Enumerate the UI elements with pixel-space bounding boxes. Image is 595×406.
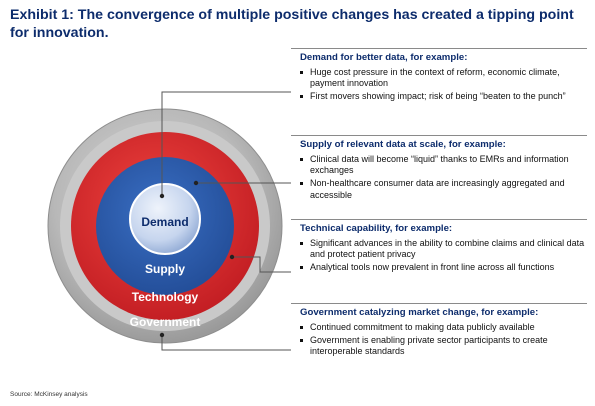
bullet-icon	[300, 182, 303, 186]
list-item: Analytical tools now prevalent in front …	[300, 262, 587, 273]
panel-government: Government catalyzing market change, for…	[291, 303, 587, 360]
connector-dots	[159, 180, 235, 338]
source-note: Source: McKinsey analysis	[10, 391, 88, 398]
bullet-text: First movers showing impact; risk of bei…	[310, 91, 566, 102]
bullet-text: Significant advances in the ability to c…	[310, 238, 585, 260]
demand-core	[129, 183, 201, 255]
bullet-icon	[300, 95, 303, 99]
list-item: Significant advances in the ability to c…	[300, 238, 587, 260]
panel-supply-heading: Supply of relevant data at scale, for ex…	[300, 139, 506, 150]
bullet-icon	[300, 266, 303, 270]
bullet-text: Clinical data will become “liquid” thank…	[310, 154, 569, 176]
dot-demand	[159, 193, 165, 199]
panel-government-heading: Government catalyzing market change, for…	[300, 307, 539, 318]
bullet-icon	[300, 326, 303, 329]
panel-demand-heading: Demand for better data, for example:	[300, 52, 468, 63]
dot-technology	[229, 254, 235, 260]
panel-technology: Technical capability, for example: Signi…	[291, 219, 587, 276]
supply-label: Supply	[145, 262, 185, 276]
connector-lines	[161, 91, 291, 351]
bullet-text: Non-healthcare consumer data are increas…	[310, 178, 565, 200]
connector-technology	[232, 256, 291, 273]
technology-label: Technology	[132, 290, 199, 304]
bullet-icon	[300, 158, 303, 161]
connector-government	[161, 335, 291, 351]
panel-technology-heading: Technical capability, for example:	[300, 223, 453, 234]
bullet-icon	[300, 242, 303, 245]
panel-demand: Demand for better data, for example: Hug…	[291, 48, 587, 105]
demand-label: Demand	[141, 215, 188, 229]
bullet-text: Government is enabling private sector pa…	[310, 335, 548, 357]
bullet-text: Huge cost pressure in the context of ref…	[310, 67, 560, 89]
dot-government	[159, 332, 165, 338]
exhibit-title: Exhibit 1: The convergence of multiple p…	[10, 7, 574, 41]
bullet-text: Continued commitment to making data publ…	[310, 322, 535, 332]
list-item: Continued commitment to making data publ…	[300, 322, 587, 333]
bullet-icon	[300, 71, 303, 74]
list-item: Non-healthcare consumer data are increas…	[300, 178, 587, 200]
government-label: Government	[130, 315, 201, 329]
dot-supply	[193, 180, 199, 186]
bullet-text: Analytical tools now prevalent in front …	[310, 262, 555, 273]
list-item: Government is enabling private sector pa…	[300, 335, 587, 357]
list-item: First movers showing impact; risk of bei…	[300, 91, 587, 102]
panel-supply: Supply of relevant data at scale, for ex…	[291, 135, 587, 203]
bullet-icon	[300, 339, 303, 343]
connector-demand	[161, 91, 291, 196]
list-item: Huge cost pressure in the context of ref…	[300, 67, 587, 89]
list-item: Clinical data will become “liquid” thank…	[300, 154, 587, 176]
